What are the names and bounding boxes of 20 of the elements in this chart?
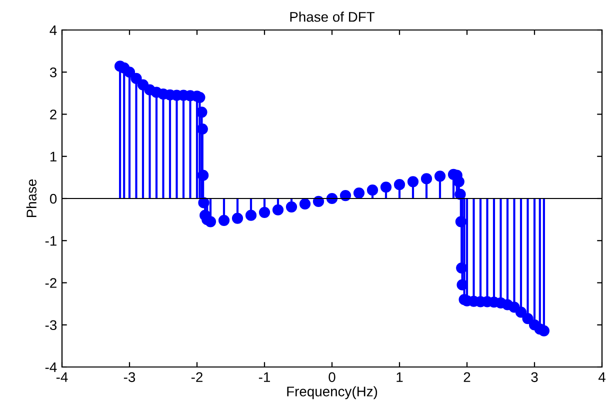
- y-tick-label: 4: [50, 25, 57, 36]
- x-axis-title: Frequency(Hz): [287, 386, 378, 400]
- x-tick-label: 4: [598, 372, 606, 382]
- x-tick-label: 2: [464, 372, 470, 382]
- y-tick-label: -2: [45, 278, 56, 288]
- chart-title: Phase of DFT: [290, 12, 375, 22]
- x-tick-label: 0: [328, 372, 336, 382]
- y-tick-label: -4: [45, 362, 57, 372]
- x-tick-label: -3: [124, 372, 136, 382]
- x-tick-label: -1: [258, 372, 270, 382]
- y-axis-title: Phase: [26, 179, 36, 218]
- x-tick-label: 1: [396, 372, 403, 382]
- y-tick-label: 2: [50, 110, 56, 120]
- y-tick-label: -3: [45, 320, 57, 330]
- x-tick-label: 3: [531, 372, 538, 382]
- x-tick-label: -2: [191, 372, 202, 382]
- y-tick-label: 0: [50, 194, 57, 204]
- y-tick-label: 1: [50, 152, 56, 162]
- y-tick-label: -1: [45, 236, 56, 246]
- y-tick-label: 3: [50, 67, 57, 78]
